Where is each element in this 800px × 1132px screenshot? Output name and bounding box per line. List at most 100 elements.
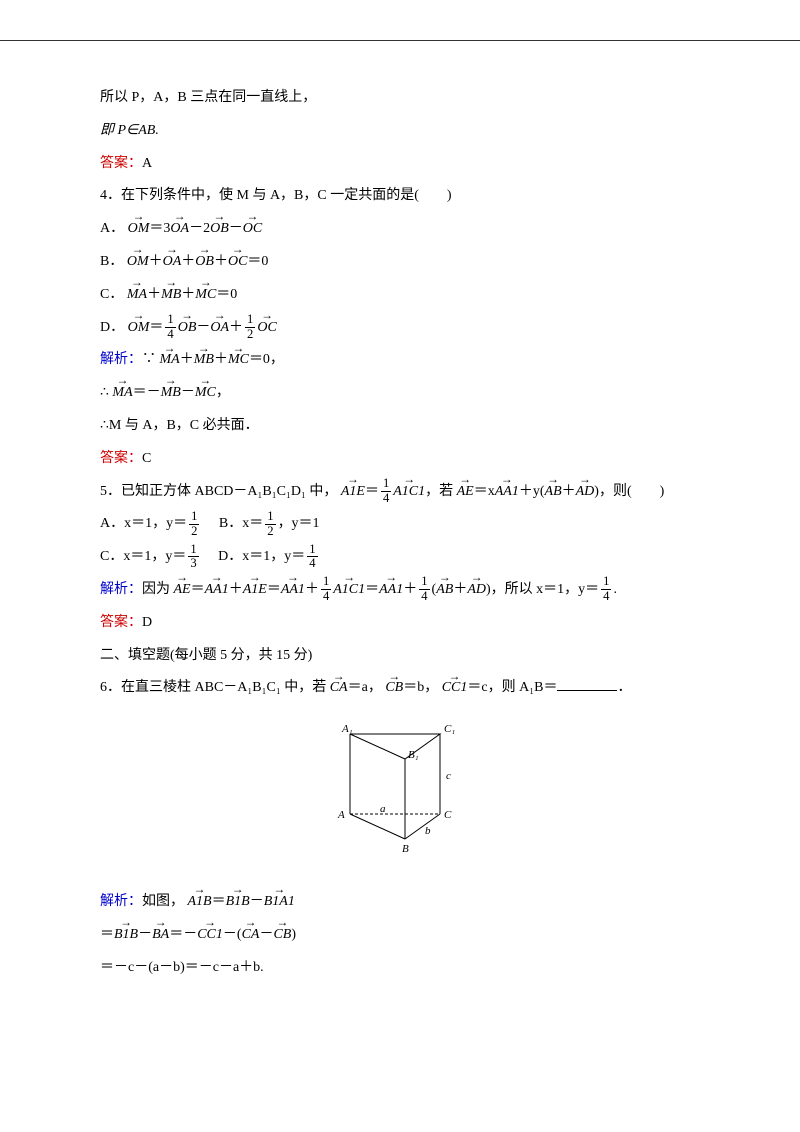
- plus: ＋: [403, 582, 417, 597]
- analysis-label: 解析：: [100, 582, 142, 597]
- dot: .: [613, 582, 617, 597]
- comma: ，: [216, 385, 230, 400]
- analysis-line: ＝B1B－BA＝－CC1－(CA－CB): [100, 920, 700, 951]
- option-prefix: C．: [100, 287, 123, 302]
- label-a1: A₁: [341, 723, 353, 735]
- vector-mb: MB: [161, 378, 181, 409]
- label-c: C: [444, 809, 452, 821]
- fraction: 14: [419, 575, 429, 604]
- answer-label: 答案：: [100, 156, 142, 171]
- answer-line: 答案：D: [100, 608, 700, 639]
- analysis-line: 解析：因为 AE＝AA1＋A1E＝AA1＋14A1C1＝AA1＋14(AB＋AD…: [100, 575, 700, 606]
- answer-value: A: [142, 156, 152, 171]
- plus: ＋: [305, 582, 319, 597]
- answer-label: 答案：: [100, 615, 142, 630]
- option-b: B． OM＋OA＋OB＋OC＝0: [100, 247, 700, 278]
- opt-b2: ，y＝1: [278, 516, 320, 531]
- vector-ab: AB: [436, 575, 453, 606]
- label-small-b: b: [425, 825, 431, 837]
- dot: ．: [617, 680, 631, 695]
- eq-zero: ＝0: [247, 254, 268, 269]
- option-prefix: B．: [100, 254, 123, 269]
- label-small-a: a: [380, 803, 386, 815]
- vector-ca: CA: [330, 673, 348, 704]
- minus-paren: －(: [223, 927, 242, 942]
- vector-om: OM: [128, 313, 150, 344]
- fraction: 14: [381, 477, 391, 506]
- eq: ＝: [365, 582, 379, 597]
- vector-ad: AD: [467, 575, 486, 606]
- plus: ＋: [229, 582, 243, 597]
- answer-line: 答案：A: [100, 149, 700, 180]
- prism-figure: A₁ C₁ B₁ A C B a b c: [100, 714, 700, 877]
- vector-aa1: AA1: [495, 477, 519, 508]
- opt-a: A．x＝1，y＝: [100, 516, 187, 531]
- opt-b: B．x＝: [205, 516, 263, 531]
- opt-c: C．x＝1，y＝: [100, 549, 186, 564]
- text: ，若: [425, 484, 453, 499]
- fraction: 14: [307, 543, 317, 572]
- because: ∵: [142, 352, 156, 367]
- vector-aa1: AA1: [281, 575, 305, 606]
- minus: －: [259, 927, 273, 942]
- option-line: A．x＝1，y＝12 B．x＝12，y＝1: [100, 509, 700, 540]
- option-a: A． OM＝3OA－2OB－OC: [100, 214, 700, 245]
- question-6: 6．在直三棱柱 ABC－A₁B₁C₁ 中，若 CA＝a， CB＝b， CC1＝c…: [100, 673, 700, 704]
- document-page: 所以 P，A，B 三点在同一直线上， 即 P∈AB. 答案：A 4．在下列条件中…: [0, 40, 800, 1025]
- question-5: 5．已知正方体 ABCD－A₁B₁C₁D₁ 中， A1E＝14A1C1，若 AE…: [100, 477, 700, 508]
- analysis-line: ∴ MA＝－MB－MC，: [100, 378, 700, 409]
- vector-mc: MC: [228, 345, 249, 376]
- text-line: 即 P∈AB.: [100, 116, 700, 147]
- eq: ＝: [267, 582, 281, 597]
- vector-oc: OC: [257, 313, 276, 344]
- text: ＝a，: [348, 680, 382, 695]
- analysis-line: 解析：∵ MA＋MB＋MC＝0，: [100, 345, 700, 376]
- vector-ba: BA: [152, 920, 169, 951]
- vector-ca: CA: [242, 920, 260, 951]
- analysis-label: 解析：: [100, 352, 142, 367]
- analysis-conclusion: ∴M 与 A，B，C 必共面．: [100, 411, 700, 442]
- text: )，则( ): [594, 484, 664, 499]
- eq: ＝: [100, 927, 114, 942]
- text: 因为: [142, 582, 170, 597]
- vector-cb: CB: [385, 673, 403, 704]
- option-prefix: A．: [100, 221, 124, 236]
- fraction: 14: [601, 575, 611, 604]
- therefore: ∴: [100, 385, 109, 400]
- text: ＝x: [474, 484, 495, 499]
- paren: ): [291, 927, 296, 942]
- label-c1: C₁: [444, 723, 455, 735]
- vector-aa1: AA1: [205, 575, 229, 606]
- text-line: 所以 P，A，B 三点在同一直线上，: [100, 83, 700, 114]
- answer-label: 答案：: [100, 451, 142, 466]
- vector-a1e: A1E: [341, 477, 365, 508]
- vector-cb: CB: [273, 920, 291, 951]
- eq-zero: ＝0: [216, 287, 237, 302]
- label-b1: B₁: [408, 749, 419, 761]
- analysis-label: 解析：: [100, 894, 142, 909]
- prism-svg: A₁ C₁ B₁ A C B a b c: [320, 714, 480, 864]
- answer-value: D: [142, 615, 152, 630]
- vector-ma: MA: [112, 378, 132, 409]
- option-prefix: D．: [100, 320, 124, 335]
- text-italic: 即 P∈AB.: [100, 123, 159, 138]
- vector-a1c1: A1C1: [333, 575, 365, 606]
- question-stem: 4．在下列条件中，使 M 与 A，B，C 一定共面的是( ): [100, 181, 700, 212]
- analysis-line: ＝－c－(a－b)＝－c－a＋b.: [100, 953, 700, 984]
- vector-oc: OC: [228, 247, 247, 278]
- vector-a1e: A1E: [243, 575, 267, 606]
- label-b: B: [402, 843, 409, 855]
- vector-ae: AE: [457, 477, 474, 508]
- fraction: 12: [189, 510, 199, 539]
- option-d: D． OM＝14OB－OA＋12OC: [100, 313, 700, 344]
- label-small-c: c: [446, 770, 451, 782]
- text: ＝b，: [403, 680, 438, 695]
- q5-prefix: 5．已知正方体 ABCD－A₁B₁C₁D₁ 中，: [100, 484, 337, 499]
- text: ＋y(: [519, 484, 545, 499]
- opt-d: D．x＝1，y＝: [204, 549, 305, 564]
- fill-blank: [557, 676, 617, 691]
- label-a: A: [337, 809, 345, 821]
- analysis-line: 解析：如图， A1B＝B1B－B1A1: [100, 887, 700, 918]
- vector-mc: MC: [195, 378, 216, 409]
- eq-neg: ＝－: [169, 927, 197, 942]
